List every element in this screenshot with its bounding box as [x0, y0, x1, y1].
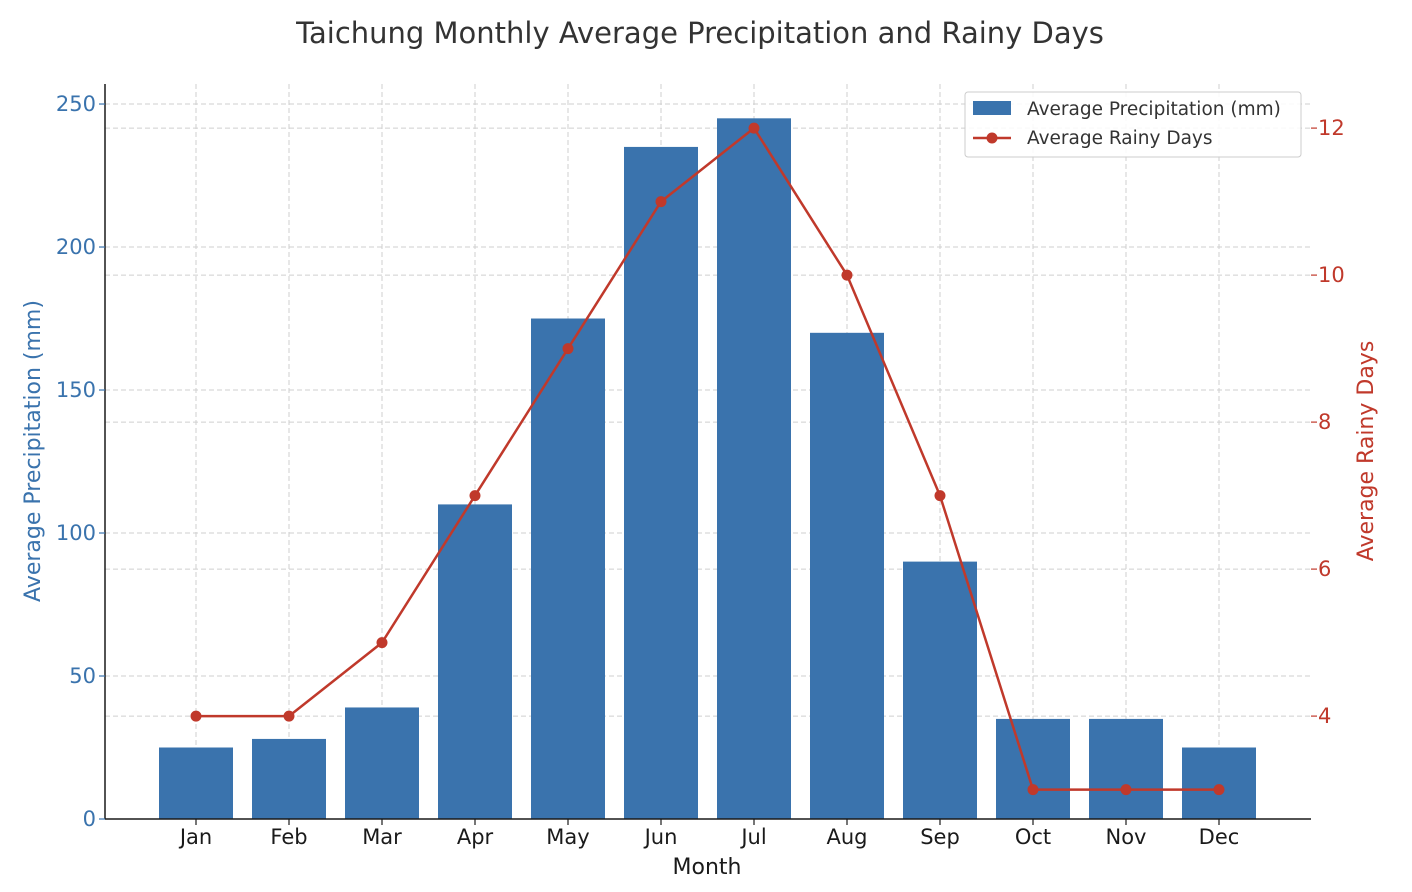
legend-box — [964, 91, 1302, 158]
point-oct — [1027, 784, 1039, 796]
chart-title: Taichung Monthly Average Precipitation a… — [295, 16, 1104, 50]
legend-swatch-precipitation — [973, 101, 1011, 115]
bar-oct — [996, 718, 1070, 819]
legend-marker-rainy-days — [986, 132, 998, 144]
grid — [105, 84, 1311, 820]
point-dec — [1213, 784, 1225, 796]
bar-mar — [345, 707, 419, 819]
tick-label-right: 4 — [1318, 704, 1331, 728]
bar-feb — [252, 738, 326, 819]
bar-dec — [1182, 747, 1256, 819]
tick-label-right: 12 — [1318, 116, 1345, 140]
tick-label-left: 150 — [56, 378, 96, 402]
point-nov — [1120, 784, 1132, 796]
bar-aug — [810, 332, 884, 819]
tick-label-x: Mar — [362, 825, 402, 849]
bar-apr — [438, 504, 512, 819]
legend: Average Precipitation (mm) Average Rainy… — [964, 91, 1302, 158]
tick-label-left: 200 — [56, 235, 96, 259]
tick-label-x: Oct — [1015, 825, 1051, 849]
point-apr — [469, 490, 481, 502]
point-sep — [934, 490, 946, 502]
rainy-days-polyline — [196, 126, 1219, 791]
bar-jul — [717, 118, 791, 819]
bar-jan — [159, 747, 233, 819]
bar-jun — [624, 146, 698, 820]
point-jul — [748, 122, 760, 134]
bar-nov — [1089, 718, 1163, 819]
point-may — [562, 343, 574, 355]
precipitation-bars — [159, 118, 1256, 820]
tick-label-left: 250 — [56, 92, 96, 116]
bar-may — [531, 318, 605, 819]
legend-label-rainy-days: Average Rainy Days — [1027, 128, 1213, 149]
legend-label-precipitation: Average Precipitation (mm) — [1027, 99, 1281, 120]
tick-labels: 0 50 100 150 200 250 4 6 8 10 12 Jan Feb Mar Apr May Jun… — [56, 92, 1345, 849]
point-feb — [283, 710, 295, 722]
point-aug — [841, 269, 853, 281]
tick-label-x: Feb — [270, 825, 307, 849]
point-mar — [376, 637, 388, 649]
tick-label-x: Jan — [178, 825, 212, 849]
tick-label-right: 10 — [1318, 263, 1345, 287]
tick-label-left: 0 — [83, 807, 96, 831]
tick-label-x: May — [546, 825, 589, 849]
tick-label-x: Dec — [1199, 825, 1240, 849]
rainy-days-line — [190, 122, 1225, 796]
x-axis-label: Month — [673, 855, 742, 880]
tick-label-x: Apr — [457, 825, 494, 849]
tick-label-x: Sep — [920, 825, 960, 849]
tick-label-right: 6 — [1318, 557, 1331, 581]
y-axis-label-left: Average Precipitation (mm) — [21, 300, 46, 602]
y-axis-label-right: Average Rainy Days — [1354, 341, 1379, 562]
tick-label-x: Jun — [643, 825, 678, 849]
tick-label-right: 8 — [1318, 410, 1331, 434]
axes — [104, 84, 1311, 820]
tick-label-x: Jul — [739, 825, 766, 849]
point-jan — [190, 710, 202, 722]
tick-label-left: 100 — [56, 521, 96, 545]
tick-label-x: Nov — [1106, 825, 1147, 849]
point-jun — [655, 196, 667, 208]
tick-label-left: 50 — [69, 664, 96, 688]
bar-sep — [903, 561, 977, 819]
tick-label-x: Aug — [826, 825, 867, 849]
